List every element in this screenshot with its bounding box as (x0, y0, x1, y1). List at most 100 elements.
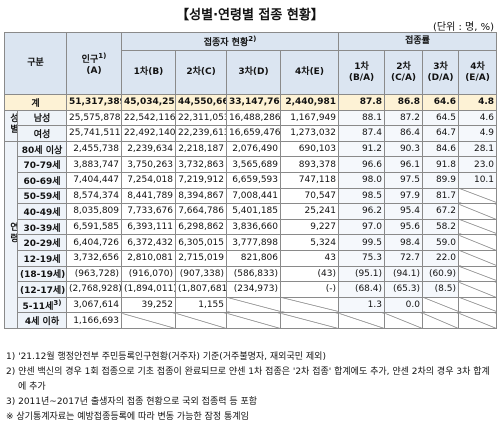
row-label-text: 40-49세 (23, 207, 61, 218)
data-cell: 3,067,614 (66, 296, 122, 314)
data-cell: 1,166,693 (66, 312, 122, 329)
data-cell: 5,401,185 (226, 203, 281, 220)
unit: (단위 : 명, %) (433, 22, 494, 33)
row-label-text: 12-19세 (23, 254, 61, 265)
empty-cell (457, 203, 498, 220)
header-cell: 접종자 현황2) (121, 32, 339, 51)
data-cell: 6,298,862 (175, 218, 227, 236)
data-cell: 25,241 (280, 203, 339, 220)
row-label: 20-29세 (17, 234, 67, 251)
data-cell: 6,404,726 (66, 234, 122, 251)
data-cell: 58.2 (422, 218, 459, 236)
data-cell: 64.7 (422, 125, 459, 142)
data-cell: 6,305,015 (175, 234, 227, 251)
data-cell: 96.1 (384, 156, 423, 173)
footnote-mark: 1) (98, 51, 107, 60)
data-cell: 89.9 (422, 171, 459, 189)
footnote-mark: 3) (53, 298, 62, 307)
row-label: 40-49세 (17, 203, 67, 220)
data-cell: 4.9 (457, 125, 498, 142)
data-cell: 3,750,263 (121, 156, 176, 173)
data-cell: 8,441,789 (121, 187, 176, 205)
data-cell: 91.2 (338, 140, 385, 158)
data-cell: 690,103 (280, 140, 339, 158)
data-cell: (65.3) (384, 281, 423, 298)
data-cell: (916,070) (121, 265, 176, 283)
header-code: (B/A) (348, 72, 375, 83)
data-cell: 4.8 (457, 94, 498, 111)
data-cell: 97.5 (384, 171, 423, 189)
data-cell: 70,547 (280, 187, 339, 205)
row-label: 30-39세 (17, 218, 67, 236)
row-label: 여성 (17, 125, 67, 142)
data-cell: 64.6 (422, 94, 459, 111)
data-cell: 7,733,676 (121, 203, 176, 220)
data-cell: 6,393,111 (121, 218, 176, 236)
data-cell: 1.3 (338, 296, 385, 314)
header-cell: 1차(B) (121, 50, 176, 95)
data-cell: 81.7 (422, 187, 459, 205)
data-cell: 8,035,809 (66, 203, 122, 220)
row-label-text: 여성 (33, 129, 51, 140)
footnotes: 1) '21.12월 행정안전부 주민등록인구현황(거주자) 기준(거주불명자,… (6, 350, 496, 425)
data-cell: (586,833) (226, 265, 281, 283)
data-cell: 86.4 (384, 125, 423, 142)
data-cell: 23.0 (457, 156, 498, 173)
header-code: (C/A) (390, 72, 417, 83)
data-row: 50-59세 8,574,374 8,441,789 8,394,867 7,008,4… (5, 187, 498, 205)
data-cell: 0.0 (384, 296, 423, 314)
header-code: (E/A) (465, 72, 490, 83)
data-cell: 7,008,441 (226, 187, 281, 205)
header-cell: 4차(E) (280, 50, 339, 95)
data-cell: 2,715,019 (175, 249, 227, 267)
data-cell: 7,219,912 (175, 171, 227, 189)
data-row: 12-19세 3,732,656 2,810,081 2,715,019 821,806… (5, 249, 498, 267)
row-label: 80세 이상 (17, 140, 67, 158)
data-cell: 2,218,187 (175, 140, 227, 158)
data-cell: (94.1) (384, 265, 423, 283)
data-cell: 98.5 (338, 187, 385, 205)
row-label: 5-11세3) (17, 296, 67, 314)
empty-cell (280, 296, 339, 314)
data-cell: 2,810,081 (121, 249, 176, 267)
data-cell: 25,575,878 (66, 109, 122, 127)
empty-cell (457, 281, 498, 298)
data-cell: 22,239,613 (175, 125, 227, 142)
data-row: 60-69세 7,404,447 7,254,018 7,219,912 6,659,5… (5, 171, 498, 189)
data-cell: (907,338) (175, 265, 227, 283)
empty-cell (457, 249, 498, 267)
table-header: 구분 인구1) (A) 접종자 현황2) 접종률 1차(B) 2차(C) 3차(D) 4차(E)… (4, 32, 498, 95)
data-cell: 64.5 (422, 109, 459, 127)
group-text: 성별 (8, 113, 18, 136)
data-cell: 25,741,511 (66, 125, 122, 142)
empty-cell (457, 234, 498, 251)
data-row: 20-29세 6,404,726 6,372,432 6,305,015 3,777,8… (5, 234, 498, 251)
row-label: 계 (4, 94, 67, 111)
data-cell: 95.4 (384, 203, 423, 220)
header-cell: 2차 (C/A) (384, 50, 423, 95)
data-cell: 821,806 (226, 249, 281, 267)
empty-cell (338, 312, 385, 329)
data-row: 여성 25,741,511 22,492,140 22,239,613 16,659,4… (5, 125, 498, 142)
data-row: 70-79세 3,883,747 3,750,263 3,732,863 3,565,6… (5, 156, 498, 173)
data-cell: 3,836,660 (226, 218, 281, 236)
header-cell: 접종률 (337, 32, 498, 51)
data-row: (12-17세) (2,768,928) (1,894,011) (1,807,681… (5, 281, 498, 298)
data-cell: (234,973) (226, 281, 281, 298)
data-row: 5-11세3) 3,067,614 39,252 1,155 1.3 0.0 (5, 296, 498, 314)
header-cell: 인구1) (A) (66, 32, 122, 95)
data-row: 4세 이하 1,166,693 (5, 312, 498, 329)
data-cell: 33,147,762 (226, 94, 281, 111)
group-label: 연령 (4, 140, 18, 329)
data-cell: 67.2 (422, 203, 459, 220)
vaccination-table: 구분 인구1) (A) 접종자 현황2) 접종률 1차(B) 2차(C) 3차(D) 4차(E)… (4, 32, 498, 329)
data-cell: 1,155 (175, 296, 227, 314)
group-text: 연령 (8, 222, 18, 245)
row-label-text: (18-19세) (20, 270, 66, 281)
empty-cell (121, 312, 176, 329)
data-cell: 747,118 (280, 171, 339, 189)
data-cell: 6,372,432 (121, 234, 176, 251)
empty-cell (457, 265, 498, 283)
data-cell: 16,659,476 (226, 125, 281, 142)
data-cell: 75.3 (338, 249, 385, 267)
